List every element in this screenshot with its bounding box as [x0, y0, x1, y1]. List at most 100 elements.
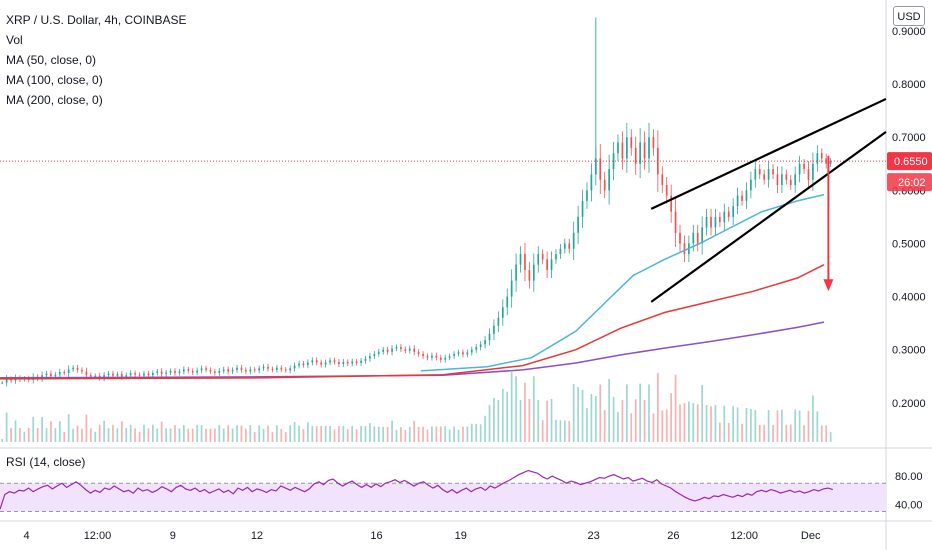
volume-bar — [187, 428, 190, 442]
volume-bar — [776, 410, 779, 442]
legend-ma100[interactable]: MA (100, close, 0) — [6, 73, 103, 87]
price-tick-label: 0.3000 — [892, 345, 926, 357]
volume-bar — [258, 425, 261, 442]
symbol-title[interactable]: XRP / U.S. Dollar, 4h, COINBASE — [6, 13, 187, 27]
candle-body — [617, 142, 619, 154]
volume-bar — [72, 428, 74, 442]
candle-body — [50, 373, 52, 377]
volume-bar — [639, 383, 641, 442]
candle-body — [785, 174, 788, 180]
candle-body — [719, 216, 721, 223]
volume-bar — [572, 383, 575, 442]
volume-bar — [453, 426, 455, 442]
candle-body — [506, 296, 509, 308]
price-tick-label: 0.5000 — [892, 238, 926, 250]
volume-bar — [568, 421, 571, 442]
candle-body — [577, 216, 579, 233]
currency-button[interactable]: USD — [893, 6, 925, 26]
volume-bar — [479, 424, 482, 442]
drawings[interactable] — [0, 97, 887, 303]
volume-bar — [422, 426, 424, 442]
volume-bar — [594, 396, 597, 442]
candle-body — [231, 369, 234, 372]
candle-body — [696, 232, 699, 244]
candle-body — [501, 307, 504, 318]
candle-body — [138, 374, 141, 376]
volume-bar — [413, 421, 416, 442]
candle-body — [298, 363, 300, 366]
candle-body — [227, 369, 229, 372]
volume-bar — [772, 424, 774, 442]
volume-bar — [262, 428, 265, 442]
candle-body — [732, 206, 735, 217]
candle-body — [218, 370, 221, 374]
volume-bar — [45, 428, 48, 442]
volume-bar — [741, 423, 743, 442]
candle-body — [625, 137, 628, 159]
price-axis[interactable]: 0.20000.30000.40000.50000.60000.70000.80… — [887, 26, 932, 410]
candle-body — [812, 163, 814, 180]
candle-body — [648, 137, 650, 159]
candle-body — [519, 254, 522, 265]
volume-bar — [134, 428, 136, 442]
candle-body — [532, 264, 535, 281]
price-tick-label: 0.2000 — [892, 398, 926, 410]
volume-bar — [169, 428, 172, 442]
volume-bar — [767, 409, 770, 442]
candle-body — [191, 370, 194, 373]
volume-bar — [98, 424, 101, 442]
candle-body — [267, 366, 269, 369]
volume-bar — [506, 391, 509, 442]
volume-bar — [696, 404, 699, 442]
volume-bar — [457, 429, 460, 442]
candle-body — [643, 142, 646, 159]
volume-bar — [89, 428, 92, 442]
candle-body — [143, 373, 145, 376]
volume-bar — [758, 424, 761, 442]
candle-body — [324, 362, 327, 365]
volume-bar — [391, 420, 393, 442]
candle-body — [404, 349, 407, 351]
candle-body — [1, 382, 4, 384]
candle-body — [479, 344, 482, 348]
candle-body — [5, 378, 8, 383]
volume-bar — [603, 409, 606, 442]
candle-body — [470, 349, 473, 353]
volume-bar — [648, 384, 650, 442]
volume-bar — [182, 425, 185, 442]
candle-body — [634, 147, 637, 164]
candle-body — [174, 370, 176, 374]
candle-body — [391, 348, 393, 352]
countdown-tag — [887, 173, 932, 192]
volume-bar — [763, 424, 766, 442]
volume-bar — [351, 425, 354, 442]
time-axis[interactable]: 4 12:00 9 12 16 19 23 26 12:00 Dec — [24, 530, 821, 542]
candle-body — [555, 254, 557, 260]
volume-bar — [240, 425, 243, 442]
candle-body — [129, 373, 132, 376]
volume-bar — [581, 389, 584, 442]
volume-bar — [670, 393, 672, 442]
volume-bar — [10, 427, 12, 442]
volume-bar — [665, 409, 668, 442]
volume-bar — [276, 425, 278, 442]
candle-body — [214, 371, 216, 374]
volume-bar — [825, 425, 828, 442]
candle-body — [763, 174, 766, 180]
legend-vol[interactable]: Vol — [6, 33, 23, 47]
volume-bar — [550, 399, 553, 442]
candle-body — [612, 153, 615, 170]
candle-body — [789, 179, 792, 185]
rsi-legend[interactable]: RSI (14, close) — [6, 455, 86, 469]
candle-body — [284, 369, 287, 371]
legend-ma200[interactable]: MA (200, close, 0) — [6, 93, 103, 107]
candle-body — [107, 373, 110, 376]
legend-ma50[interactable]: MA (50, close, 0) — [6, 53, 97, 67]
volume-bar — [178, 428, 181, 442]
volume-bar — [692, 403, 695, 442]
volume-bar — [750, 409, 752, 442]
volume-bar — [382, 426, 385, 442]
volume-bar — [125, 428, 128, 442]
volume-bar — [488, 405, 491, 442]
